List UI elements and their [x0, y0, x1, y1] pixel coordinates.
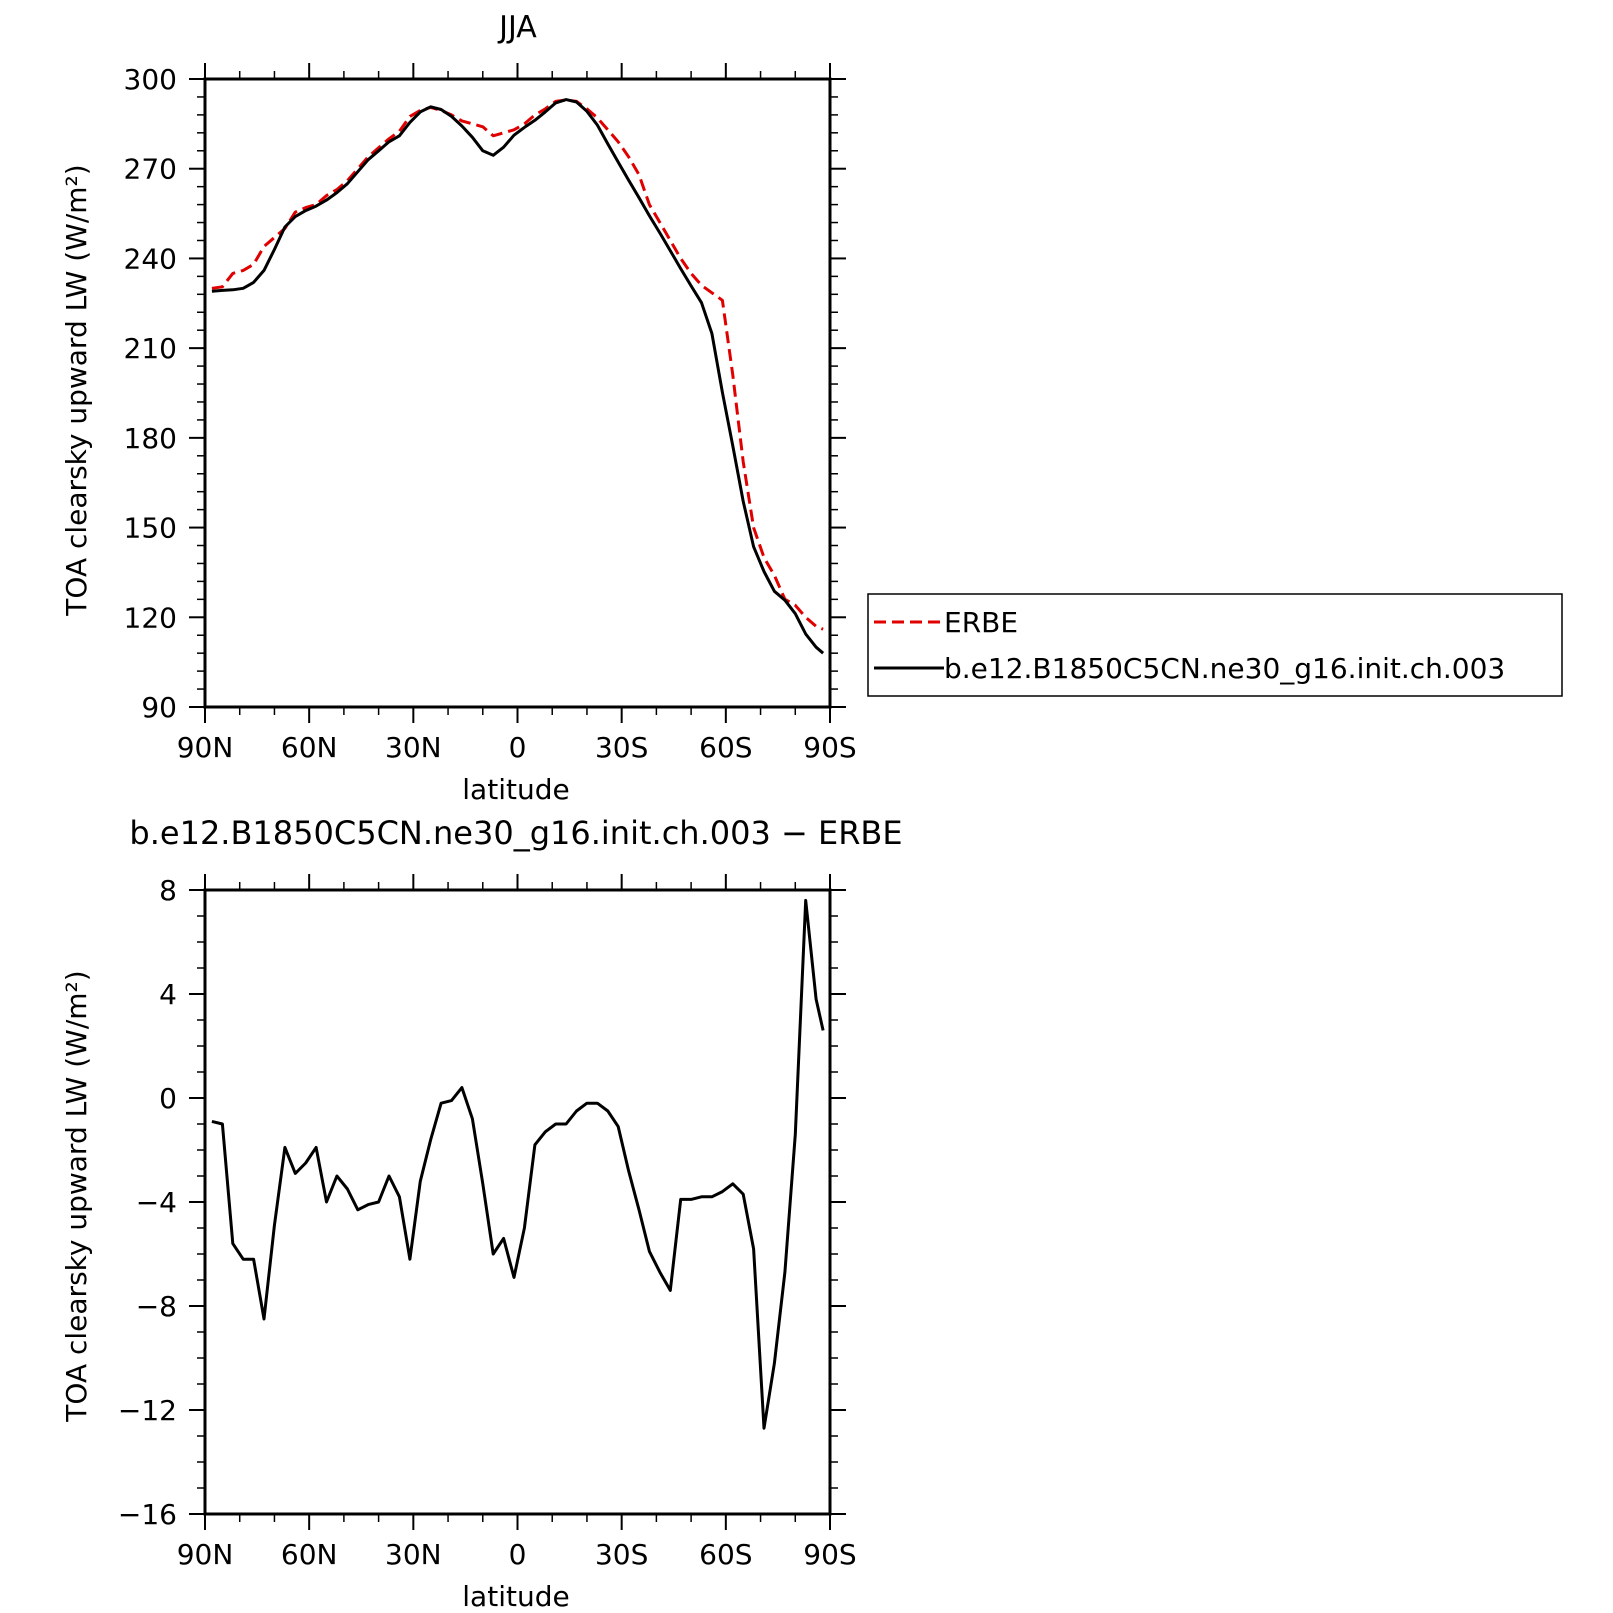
chart-bottom-y-tick-label: −8: [136, 1290, 177, 1323]
chart-bottom-x-tick-label: 90S: [803, 1538, 856, 1571]
legend-label-model: b.e12.B1850C5CN.ne30_g16.init.ch.003: [944, 652, 1505, 685]
chart-top-x-tick-label: 0: [509, 731, 527, 764]
chart-bottom-series-line-difference: [211, 898, 825, 1430]
chart-bottom-x-tick-label: 60S: [699, 1538, 752, 1571]
chart-top-y-tick-label: 90: [141, 691, 177, 724]
chart-bottom-y-tick-label: 8: [159, 874, 177, 907]
chart-top-y-axis-label: TOA clearsky upward LW (W/m²): [60, 164, 93, 616]
chart-top-x-tick-label: 30N: [385, 731, 442, 764]
chart-top-y-tick-label: 300: [124, 63, 177, 96]
chart-bottom: b.e12.B1850C5CN.ne30_g16.init.ch.003 − E…: [60, 814, 903, 1613]
chart-bottom-x-tick-label: 30S: [595, 1538, 648, 1571]
chart-top-series-line-model: [211, 98, 825, 655]
chart-bottom-plot-frame: [203, 888, 832, 1516]
chart-bottom-x-tick-label: 60N: [281, 1538, 338, 1571]
chart-top-y-tick-label: 150: [124, 512, 177, 545]
chart-top-x-tick-label: 90N: [177, 731, 234, 764]
chart-top-title: JJA: [497, 10, 537, 45]
chart-bottom-x-tick-label: 0: [509, 1538, 527, 1571]
chart-bottom-y-tick-label: 0: [159, 1082, 177, 1115]
chart-top-y-tick-label: 180: [124, 422, 177, 455]
chart-bottom-x-axis-label: latitude: [462, 1580, 569, 1613]
chart-top-plot-frame: [203, 77, 832, 709]
chart-top-y-tick-label: 240: [124, 242, 177, 275]
chart-bottom-y-tick-label: −4: [136, 1186, 177, 1219]
legend-label-erbe: ERBE: [944, 606, 1018, 639]
legend: ERBE b.e12.B1850C5CN.ne30_g16.init.ch.00…: [867, 593, 1563, 697]
chart-top-ticks: 90 120 150 180 210 240 270 300 90N 60N 30N 0 30S 60S 9…: [124, 63, 857, 764]
chart-top-y-tick-label: 270: [124, 153, 177, 186]
chart-top-x-tick-label: 30S: [595, 731, 648, 764]
chart-top-y-tick-label: 210: [124, 332, 177, 365]
chart-top: JJA latitude TOA clearsky upward LW (W/m…: [60, 10, 857, 806]
chart-bottom-ticks: −16 −12 −8 −4 0 4 8 90N 60N 30N 0 30S 60S 90S: [118, 874, 857, 1571]
chart-bottom-x-tick-label: 30N: [385, 1538, 442, 1571]
chart-top-x-tick-label: 60S: [699, 731, 752, 764]
chart-top-y-tick-label: 120: [124, 601, 177, 634]
chart-bottom-title: b.e12.B1850C5CN.ne30_g16.init.ch.003 − E…: [129, 814, 902, 852]
chart-bottom-series: [211, 898, 825, 1430]
legend-box: [867, 593, 1563, 697]
chart-top-series-line-erbe: [211, 98, 824, 631]
chart-top-series: [211, 98, 825, 655]
chart-top-x-axis-label: latitude: [462, 773, 569, 806]
chart-top-x-tick-label: 60N: [281, 731, 338, 764]
chart-bottom-y-tick-label: −16: [118, 1498, 177, 1531]
chart-bottom-y-axis-label: TOA clearsky upward LW (W/m²): [60, 970, 93, 1422]
chart-bottom-y-tick-label: 4: [159, 978, 177, 1011]
chart-top-x-tick-label: 90S: [803, 731, 856, 764]
chart-bottom-y-tick-label: −12: [118, 1394, 177, 1427]
chart-bottom-x-tick-label: 90N: [177, 1538, 234, 1571]
